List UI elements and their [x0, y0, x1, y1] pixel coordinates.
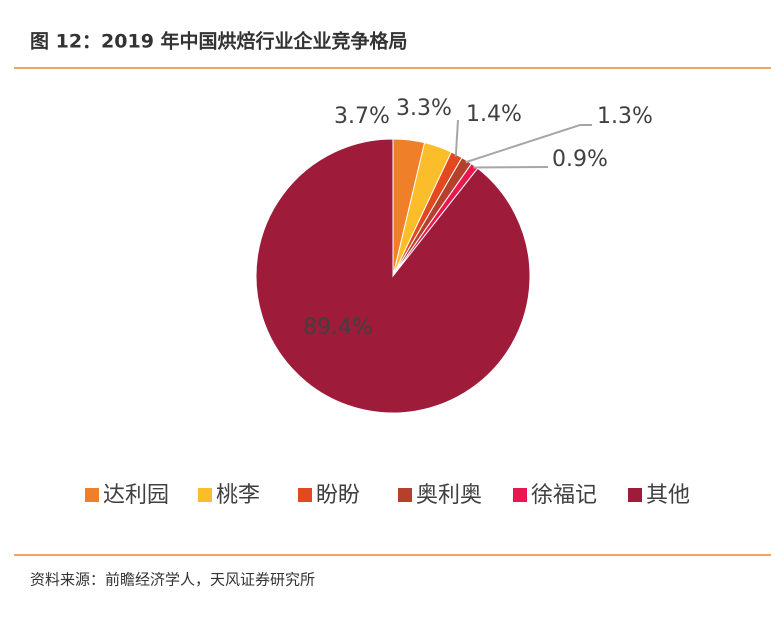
leader-line: [465, 124, 592, 164]
legend-swatch: [198, 488, 212, 502]
legend-swatch: [513, 488, 527, 502]
data-label: 89.4%: [303, 315, 373, 340]
legend-label: 奥利奥: [416, 483, 482, 508]
legend-swatch: [628, 488, 642, 502]
legend-label: 徐福记: [531, 483, 597, 508]
source-note: 资料来源：前瞻经济学人，天风证券研究所: [30, 571, 315, 589]
data-label: 0.9%: [552, 147, 608, 172]
data-label: 1.3%: [597, 104, 653, 129]
chart-title: 图 12：2019 年中国烘焙行业企业竞争格局: [30, 30, 408, 53]
legend-swatch: [398, 488, 412, 502]
leader-line: [473, 166, 549, 169]
data-label: 1.4%: [466, 102, 522, 127]
legend-label: 其他: [646, 483, 690, 508]
legend-label: 桃李: [216, 483, 260, 508]
legend-swatch: [85, 488, 99, 502]
legend-swatch: [298, 488, 312, 502]
pie-slice: [255, 138, 531, 414]
legend-label: 盼盼: [316, 483, 360, 508]
leader-line: [454, 119, 459, 157]
data-label: 3.3%: [396, 96, 452, 121]
data-label: 3.7%: [334, 104, 390, 129]
legend-label: 达利园: [103, 483, 169, 508]
